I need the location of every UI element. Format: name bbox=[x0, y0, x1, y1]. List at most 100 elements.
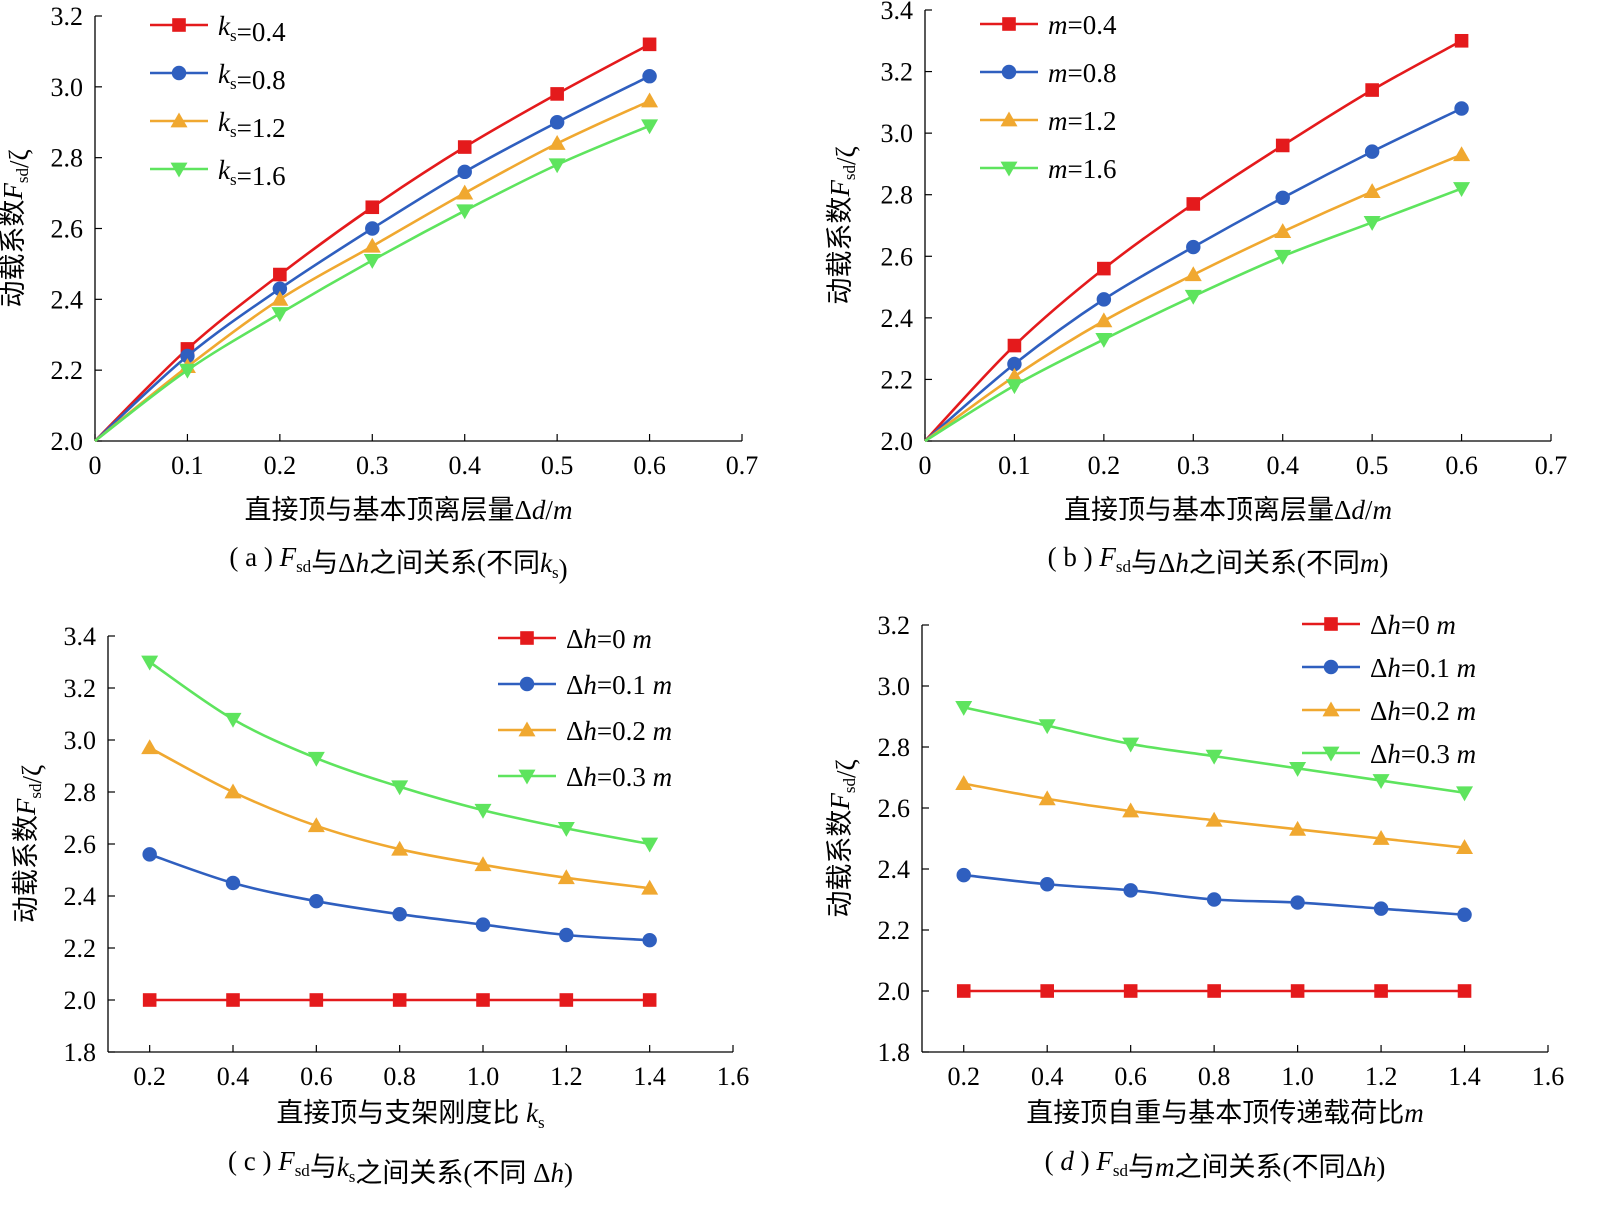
x-tick-label: 0.2 bbox=[264, 451, 297, 480]
x-tick-label: 1.6 bbox=[717, 1062, 750, 1091]
data-point bbox=[1457, 907, 1472, 922]
x-axis-label: 直接顶与支架刚度比 ks bbox=[276, 1098, 544, 1132]
panel-d: 1.8 2.0 2.2 2.4 2.6 2.8 3.0 3.2 0.2 0.4 0.6 0.8 1.0 1… bbox=[825, 610, 1564, 1182]
x-tick-label: 0.6 bbox=[300, 1062, 333, 1091]
x-tick-label: 0.4 bbox=[1266, 451, 1299, 480]
legend-label: m=1.6 bbox=[1048, 154, 1116, 184]
y-tick-label: 3.4 bbox=[64, 622, 97, 651]
data-point bbox=[956, 984, 971, 998]
data-point bbox=[1454, 33, 1469, 48]
data-point bbox=[1184, 266, 1202, 282]
x-tick-label: 0 bbox=[89, 451, 102, 480]
data-point bbox=[1372, 830, 1390, 845]
data-point bbox=[559, 993, 574, 1007]
data-point bbox=[641, 879, 659, 895]
x-tick-label: 0.4 bbox=[217, 1062, 250, 1091]
data-point bbox=[1123, 984, 1138, 998]
data-point bbox=[559, 927, 574, 943]
data-point bbox=[641, 92, 659, 108]
data-point bbox=[271, 307, 289, 322]
x-tick-label: 0.8 bbox=[1198, 1062, 1231, 1091]
data-point bbox=[307, 817, 325, 833]
data-point bbox=[642, 932, 657, 948]
data-point bbox=[1123, 883, 1138, 898]
data-point bbox=[1039, 877, 1055, 892]
legend-marker bbox=[171, 65, 187, 81]
data-point bbox=[642, 37, 657, 52]
data-point bbox=[1275, 190, 1290, 206]
legend-label: Δh=0.3 m bbox=[566, 762, 672, 792]
y-tick-label: 2.0 bbox=[64, 986, 97, 1015]
x-tick-label: 0 bbox=[919, 451, 932, 480]
legend-label: Δh=0 m bbox=[1370, 610, 1456, 640]
y-tick-label: 2.4 bbox=[64, 882, 97, 911]
legend-label: Δh=0 m bbox=[566, 624, 652, 654]
y-tick-label: 2.6 bbox=[881, 242, 914, 271]
data-point bbox=[391, 780, 409, 796]
data-point bbox=[1363, 183, 1381, 199]
legend-label: m=0.4 bbox=[1048, 10, 1117, 40]
y-tick-label: 2.0 bbox=[881, 427, 914, 456]
legend-marker bbox=[1322, 701, 1340, 717]
y-tick-label: 2.4 bbox=[881, 304, 914, 333]
data-point bbox=[457, 140, 472, 154]
data-point bbox=[1038, 719, 1056, 735]
data-point bbox=[548, 158, 566, 174]
data-point bbox=[1005, 379, 1023, 395]
x-axis-label: 直接顶与基本顶离层量Δd/m bbox=[245, 495, 573, 525]
x-tick-label: 1.4 bbox=[633, 1062, 666, 1091]
legend-label: Δh=0.3 m bbox=[1370, 739, 1476, 769]
x-tick-label: 0.5 bbox=[1356, 451, 1389, 480]
legend-marker bbox=[1000, 111, 1018, 127]
series-line bbox=[924, 187, 1463, 443]
x-tick-label: 0.2 bbox=[133, 1062, 166, 1091]
y-tick-label: 2.6 bbox=[878, 794, 911, 823]
data-point bbox=[225, 875, 241, 891]
panel-caption: ( b ) Fsd与Δh之间关系(不同m) bbox=[1048, 542, 1389, 578]
data-point bbox=[365, 200, 380, 215]
legend-marker bbox=[1002, 17, 1016, 31]
y-tick-label: 3.0 bbox=[878, 672, 911, 701]
data-point bbox=[1290, 984, 1305, 998]
data-point bbox=[642, 993, 657, 1007]
x-axis-label: 直接顶自重与基本顶传递载荷比m bbox=[1026, 1098, 1424, 1128]
data-point bbox=[557, 869, 575, 885]
data-point bbox=[1373, 901, 1389, 916]
series-line bbox=[94, 99, 651, 443]
data-point bbox=[1274, 249, 1292, 265]
data-point bbox=[1456, 786, 1474, 802]
data-point bbox=[474, 803, 492, 819]
legend-marker bbox=[172, 18, 186, 32]
y-tick-label: 2.8 bbox=[51, 144, 84, 173]
legend-label: Δh=0.1 m bbox=[1370, 653, 1476, 683]
data-point bbox=[1457, 984, 1472, 998]
legend-label: Δh=0.1 m bbox=[566, 670, 672, 700]
y-tick-label: 2.8 bbox=[881, 181, 914, 210]
x-tick-label: 0.4 bbox=[448, 451, 481, 480]
x-tick-label: 0.8 bbox=[383, 1062, 416, 1091]
y-tick-label: 2.0 bbox=[878, 977, 911, 1006]
y-tick-label: 2.8 bbox=[64, 778, 97, 807]
data-point bbox=[1095, 333, 1113, 348]
data-point bbox=[1374, 984, 1388, 998]
data-point bbox=[476, 993, 490, 1007]
data-point bbox=[1207, 984, 1221, 998]
data-point bbox=[224, 712, 242, 728]
y-tick-label: 2.4 bbox=[878, 855, 911, 884]
y-tick-label: 1.8 bbox=[878, 1038, 911, 1067]
data-point bbox=[1275, 138, 1290, 153]
legend-label: ks=0.8 bbox=[218, 59, 286, 95]
y-tick-label: 2.2 bbox=[878, 916, 911, 945]
data-point bbox=[307, 751, 325, 767]
y-axis-label: 动载系数Fsd/ζ bbox=[0, 149, 34, 307]
data-point bbox=[272, 281, 288, 296]
legend-marker bbox=[519, 676, 535, 692]
legend-marker bbox=[170, 112, 188, 128]
data-point bbox=[550, 87, 564, 101]
x-tick-label: 1.6 bbox=[1532, 1062, 1565, 1091]
data-point bbox=[1290, 895, 1305, 910]
data-point bbox=[1096, 292, 1112, 307]
legend-label: Δh=0.2 m bbox=[1370, 696, 1476, 726]
legend-label: ks=1.6 bbox=[218, 155, 286, 191]
x-tick-label: 1.2 bbox=[550, 1062, 583, 1091]
